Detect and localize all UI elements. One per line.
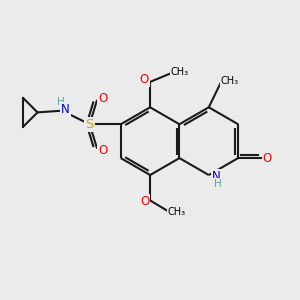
Text: O: O: [140, 73, 149, 86]
Text: CH₃: CH₃: [220, 76, 238, 86]
Text: N: N: [61, 103, 70, 116]
Text: O: O: [140, 195, 149, 208]
Text: O: O: [98, 144, 108, 157]
Text: H: H: [214, 179, 222, 189]
Text: CH₃: CH₃: [167, 207, 185, 217]
Text: CH₃: CH₃: [171, 67, 189, 77]
Text: N: N: [212, 170, 220, 183]
Text: S: S: [85, 118, 94, 131]
Text: H: H: [56, 98, 64, 107]
Text: O: O: [98, 92, 108, 105]
Text: O: O: [262, 152, 272, 165]
